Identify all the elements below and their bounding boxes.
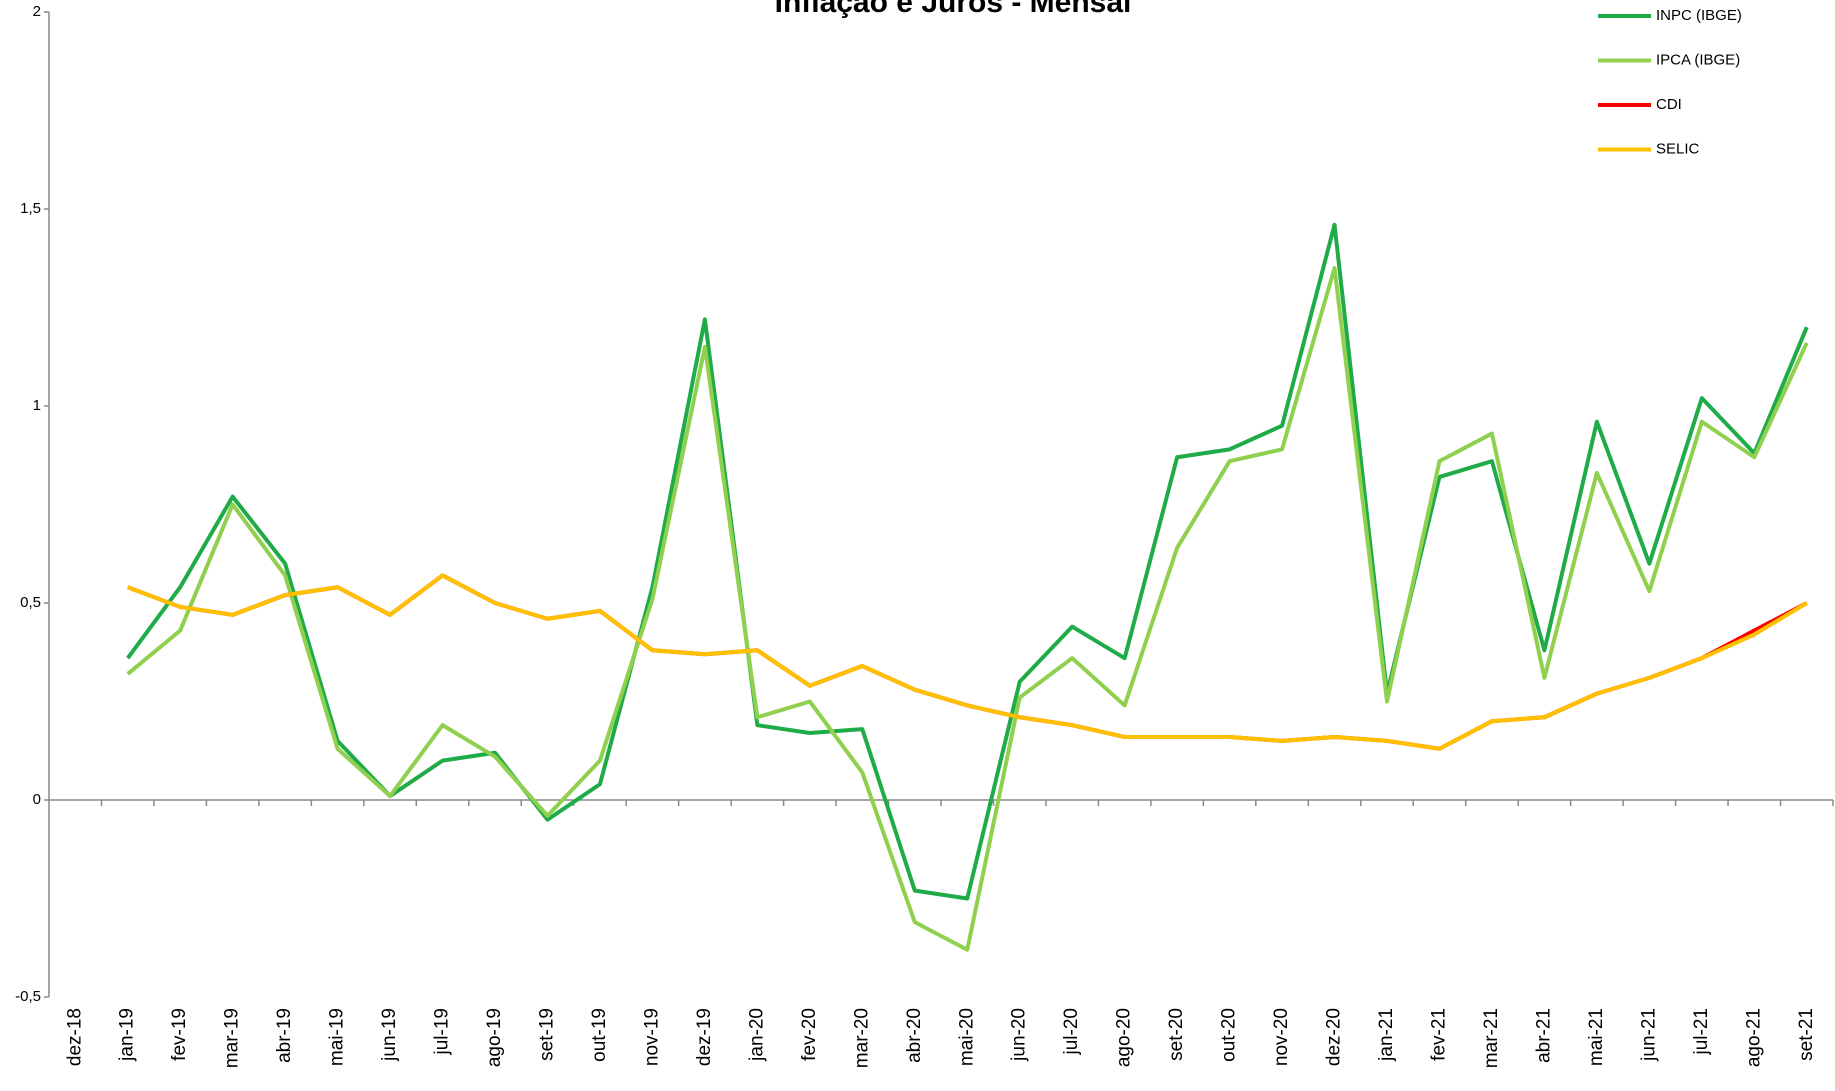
x-tick-label: ago-21 [1743, 1008, 1764, 1067]
x-tick-label: mai-19 [327, 1008, 348, 1066]
x-tick-label: abr-21 [1533, 1008, 1554, 1063]
x-tick-label: jan-20 [746, 1008, 767, 1062]
x-tick-label: set-20 [1166, 1008, 1187, 1061]
legend-label: IPCA (IBGE) [1656, 51, 1740, 68]
x-tick-label: nov-19 [641, 1008, 662, 1066]
x-tick-label: dez-19 [694, 1008, 715, 1066]
x-tick-label: jul-19 [432, 1008, 453, 1055]
y-tick-label: 2 [33, 3, 41, 20]
x-tick-label: mar-19 [222, 1008, 243, 1068]
y-tick-label: 0 [33, 791, 41, 808]
x-tick-label: mai-20 [956, 1008, 977, 1066]
x-tick-label: out-20 [1219, 1008, 1240, 1062]
series-line [126, 222, 1809, 901]
x-tick-label: jun-20 [1009, 1008, 1030, 1062]
x-tick-label: set-21 [1796, 1008, 1817, 1061]
legend-label: SELIC [1656, 140, 1700, 157]
y-tick-label: 1 [33, 397, 41, 414]
y-tick-label: -0,5 [15, 988, 41, 1005]
x-tick-label: jul-21 [1691, 1008, 1712, 1055]
y-tick-label: 1,5 [20, 200, 41, 217]
x-tick-label: mai-21 [1586, 1008, 1607, 1066]
x-tick-label: jan-21 [1376, 1008, 1397, 1062]
x-tick-label: ago-19 [484, 1008, 505, 1067]
x-tick-label: nov-20 [1271, 1008, 1292, 1066]
x-tick-label: dez-18 [64, 1008, 85, 1066]
x-tick-label: fev-21 [1428, 1008, 1449, 1061]
x-tick-label: mar-20 [851, 1008, 872, 1068]
x-tick-label: mar-21 [1481, 1008, 1502, 1068]
x-tick-label: abr-20 [904, 1008, 925, 1063]
series-line [127, 573, 1808, 751]
x-tick-label: out-19 [589, 1008, 610, 1062]
x-tick-label: ago-20 [1114, 1008, 1135, 1067]
x-tick-label: dez-20 [1324, 1008, 1345, 1066]
series-line [126, 266, 1809, 952]
legend-label: INPC (IBGE) [1656, 7, 1742, 24]
x-tick-label: jan-19 [117, 1008, 138, 1062]
x-tick-label: jun-19 [379, 1008, 400, 1062]
legend-label: CDI [1656, 96, 1682, 113]
x-tick-label: abr-19 [274, 1008, 295, 1063]
x-tick-label: jul-20 [1061, 1008, 1082, 1055]
x-tick-label: jun-21 [1638, 1008, 1659, 1062]
chart-title: Inflação e Juros - Mensal [775, 0, 1132, 19]
x-tick-label: set-19 [536, 1008, 557, 1061]
x-tick-label: fev-19 [169, 1008, 190, 1061]
y-tick-label: 0,5 [20, 594, 41, 611]
x-tick-label: fev-20 [799, 1008, 820, 1061]
